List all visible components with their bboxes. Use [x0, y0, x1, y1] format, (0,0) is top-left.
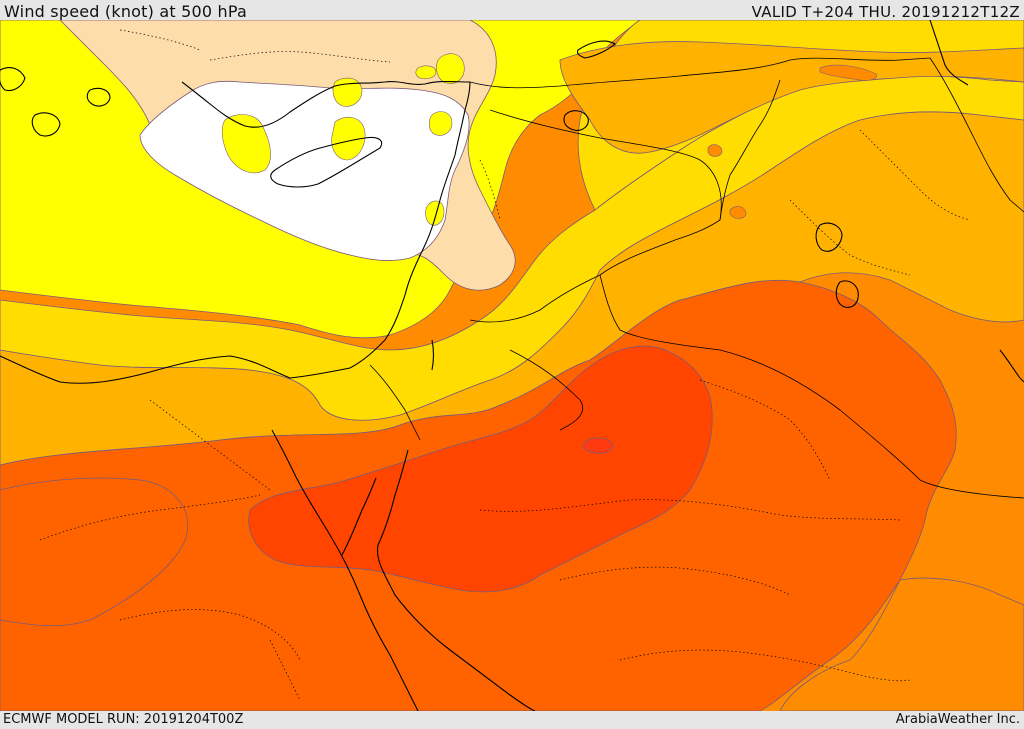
shading-gold [0, 75, 1024, 421]
shading-speck-2 [707, 144, 723, 157]
shading-yellow-blob-2 [331, 116, 366, 161]
shading-yellow-blob-1 [221, 114, 271, 174]
borders [369, 57, 1024, 499]
shading-deep-orange-west [0, 477, 189, 627]
coastlines [0, 20, 1024, 711]
valid-time: VALID T+204 THU. 20191212T12Z [751, 3, 1020, 21]
shading-max [583, 437, 613, 454]
shading-yellow-blob-4 [428, 111, 453, 136]
footer-bar: ECMWF MODEL RUN: 20191204T00Z ArabiaWeat… [0, 711, 1024, 729]
shading-lowest [139, 80, 470, 261]
credit: ArabiaWeather Inc. [895, 712, 1020, 727]
shading-amber-north [559, 41, 1024, 154]
admin-lines [39, 29, 971, 701]
header-bar: Wind speed (knot) at 500 hPa VALID T+204… [0, 0, 1024, 21]
shading-yellow-blob-7 [415, 65, 437, 80]
shading-red-orange [248, 345, 713, 593]
shading-yellow-blob-6 [425, 200, 445, 226]
model-run: ECMWF MODEL RUN: 20191204T00Z [3, 712, 244, 727]
shading-speck-3 [729, 206, 747, 219]
wind-speed-map [0, 20, 1024, 711]
shading-speck-1 [819, 64, 878, 81]
map-title: Wind speed (knot) at 500 hPa [4, 2, 248, 21]
shading-yellow-blob-5 [436, 53, 465, 84]
shading-orange-southeast [779, 577, 1024, 711]
